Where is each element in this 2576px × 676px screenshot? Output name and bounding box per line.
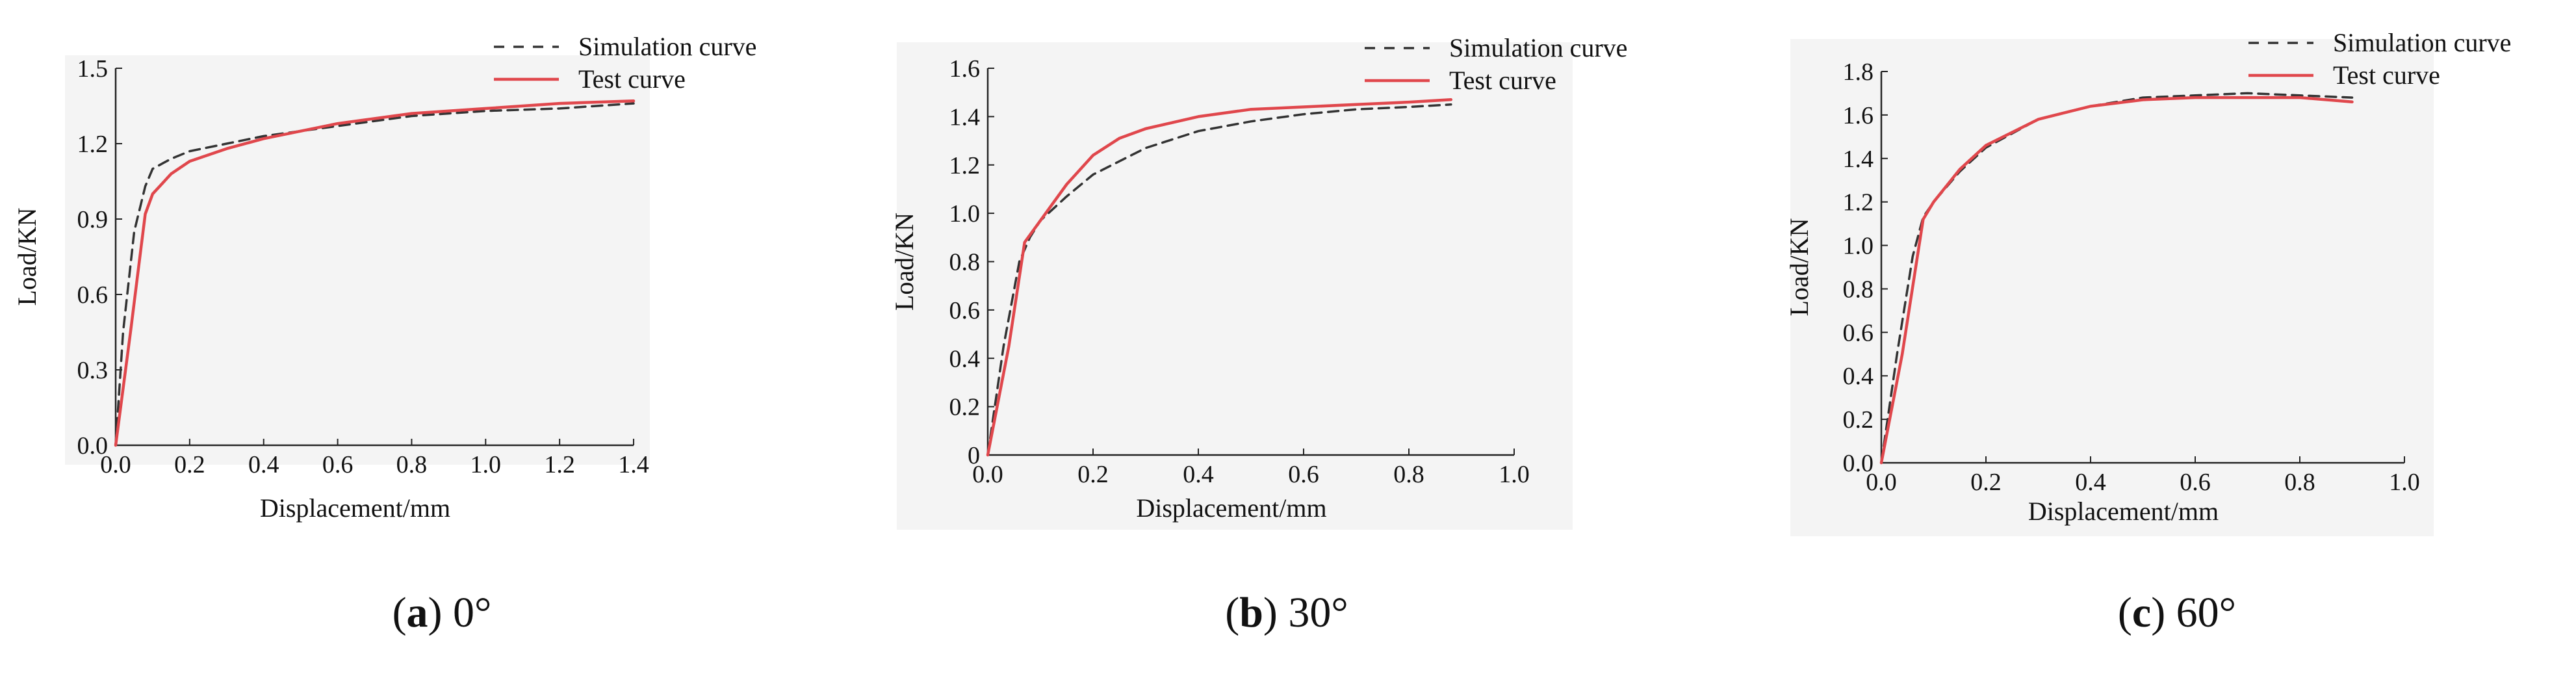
x-tick-label: 0.2: [1970, 469, 2002, 496]
x-tick-label: 0.4: [1183, 461, 1214, 488]
caption-b-text: 30°: [1277, 589, 1348, 636]
y-tick-label: 0.0: [77, 432, 109, 460]
x-tick-label: 0.4: [2075, 469, 2106, 496]
y-tick-label: 1.2: [1843, 189, 1874, 216]
y-tick-label: 1.5: [77, 55, 109, 83]
chart-panel-c: 0.0 0.2 0.4 0.6 0.8 1.0 0.0 0.2 0.4 0.6 0.8 1.0 1.2 1…: [1784, 28, 2511, 536]
x-tick-label: 0.8: [396, 451, 428, 478]
y-tick-label: 1.6: [1843, 102, 1874, 129]
y-tick-label: 0.2: [1843, 406, 1874, 434]
x-tick-label: 1.0: [470, 451, 502, 478]
y-tick-label: 1.4: [1843, 146, 1874, 173]
y-tick-label: 0.4: [1843, 363, 1874, 390]
x-tick-label: 0.2: [174, 451, 205, 478]
test-curve-line: [986, 98, 1453, 457]
legend-test-label: Test curve: [1449, 66, 1556, 95]
y-tick-label: 1.8: [1843, 58, 1874, 86]
caption-c: (c) 60°: [2117, 589, 2237, 636]
x-tick-label: 0.2: [1077, 461, 1109, 488]
x-tick-label: 1.0: [2389, 469, 2420, 496]
plot-background: [897, 42, 1573, 530]
x-axis-label: Displacement/mm: [260, 493, 450, 523]
y-axis-label: Load/KN: [12, 207, 42, 306]
test-curve-line: [114, 99, 636, 447]
y-axis-label: Load/KN: [1784, 218, 1814, 316]
y-tick-label: 0: [968, 442, 980, 469]
plot-background: [1790, 39, 2434, 536]
test-curve-line: [1879, 96, 2354, 465]
caption-a-text: 0°: [442, 589, 492, 636]
x-tick-label: 0.6: [2180, 469, 2211, 496]
x-tick-label: 0.8: [2284, 469, 2315, 496]
caption-b: (b) 30°: [1225, 589, 1348, 636]
y-tick-label: 0.3: [77, 357, 109, 384]
x-tick-label: 1.2: [544, 451, 575, 478]
y-tick-label: 0.6: [1843, 319, 1874, 346]
y-tick-label: 1.2: [77, 131, 109, 158]
legend-test-label: Test curve: [578, 64, 686, 94]
y-tick-label: 1.2: [949, 152, 981, 179]
caption-b-letter: b: [1239, 589, 1263, 636]
y-tick-label: 0.6: [949, 297, 981, 324]
y-tick-label: 0.8: [1843, 276, 1874, 303]
caption-c-text: 60°: [2165, 589, 2237, 636]
chart-panel-b: 0.0 0.2 0.4 0.6 0.8 1.0 0 0.2 0.4 0.6 0.8 1.0 1.2 1.4…: [890, 33, 1627, 530]
x-tick-label: 0.6: [1288, 461, 1319, 488]
y-tick-label: 1.0: [1843, 233, 1874, 260]
simulation-curve-line: [986, 103, 1452, 456]
x-tick-label: 0.4: [248, 451, 279, 478]
x-tick-label: 1.0: [1499, 461, 1530, 488]
y-tick-label: 0.4: [949, 345, 981, 372]
caption-a-letter: a: [406, 589, 428, 636]
x-tick-label: 0.8: [1393, 461, 1424, 488]
plot-background: [65, 55, 650, 465]
x-tick-label: 0.6: [322, 451, 354, 478]
y-tick-label: 0.2: [949, 394, 981, 421]
x-axis-label: Displacement/mm: [2028, 497, 2219, 526]
caption-c-letter: c: [2132, 589, 2152, 636]
y-tick-label: 1.4: [949, 103, 981, 131]
legend-simulation-label: Simulation curve: [2333, 28, 2511, 57]
legend-test-label: Test curve: [2333, 60, 2440, 90]
chart-panel-a: 0.0 0.2 0.4 0.6 0.8 1.0 1.2 1.4 0.0 0.3 0.6 0.9 1.2 1…: [12, 32, 756, 523]
legend-simulation-label: Simulation curve: [1449, 33, 1627, 62]
x-tick-label: 1.4: [618, 451, 649, 478]
simulation-curve-line: [114, 102, 635, 447]
y-axis-label: Load/KN: [890, 213, 919, 311]
x-axis-label: Displacement/mm: [1136, 493, 1326, 523]
y-tick-label: 1.6: [949, 55, 981, 83]
y-tick-label: 0.6: [77, 281, 109, 309]
x-tick-label: 0.0: [972, 461, 1003, 488]
y-tick-label: 0.0: [1843, 450, 1874, 477]
legend-simulation-label: Simulation curve: [578, 32, 756, 61]
x-tick-label: 0.0: [100, 451, 131, 478]
x-tick-label: 0.0: [1866, 469, 1897, 496]
y-tick-label: 1.0: [949, 200, 981, 228]
caption-a: (a) 0°: [392, 589, 492, 636]
y-tick-label: 0.9: [77, 206, 109, 233]
y-tick-label: 0.8: [949, 249, 981, 276]
